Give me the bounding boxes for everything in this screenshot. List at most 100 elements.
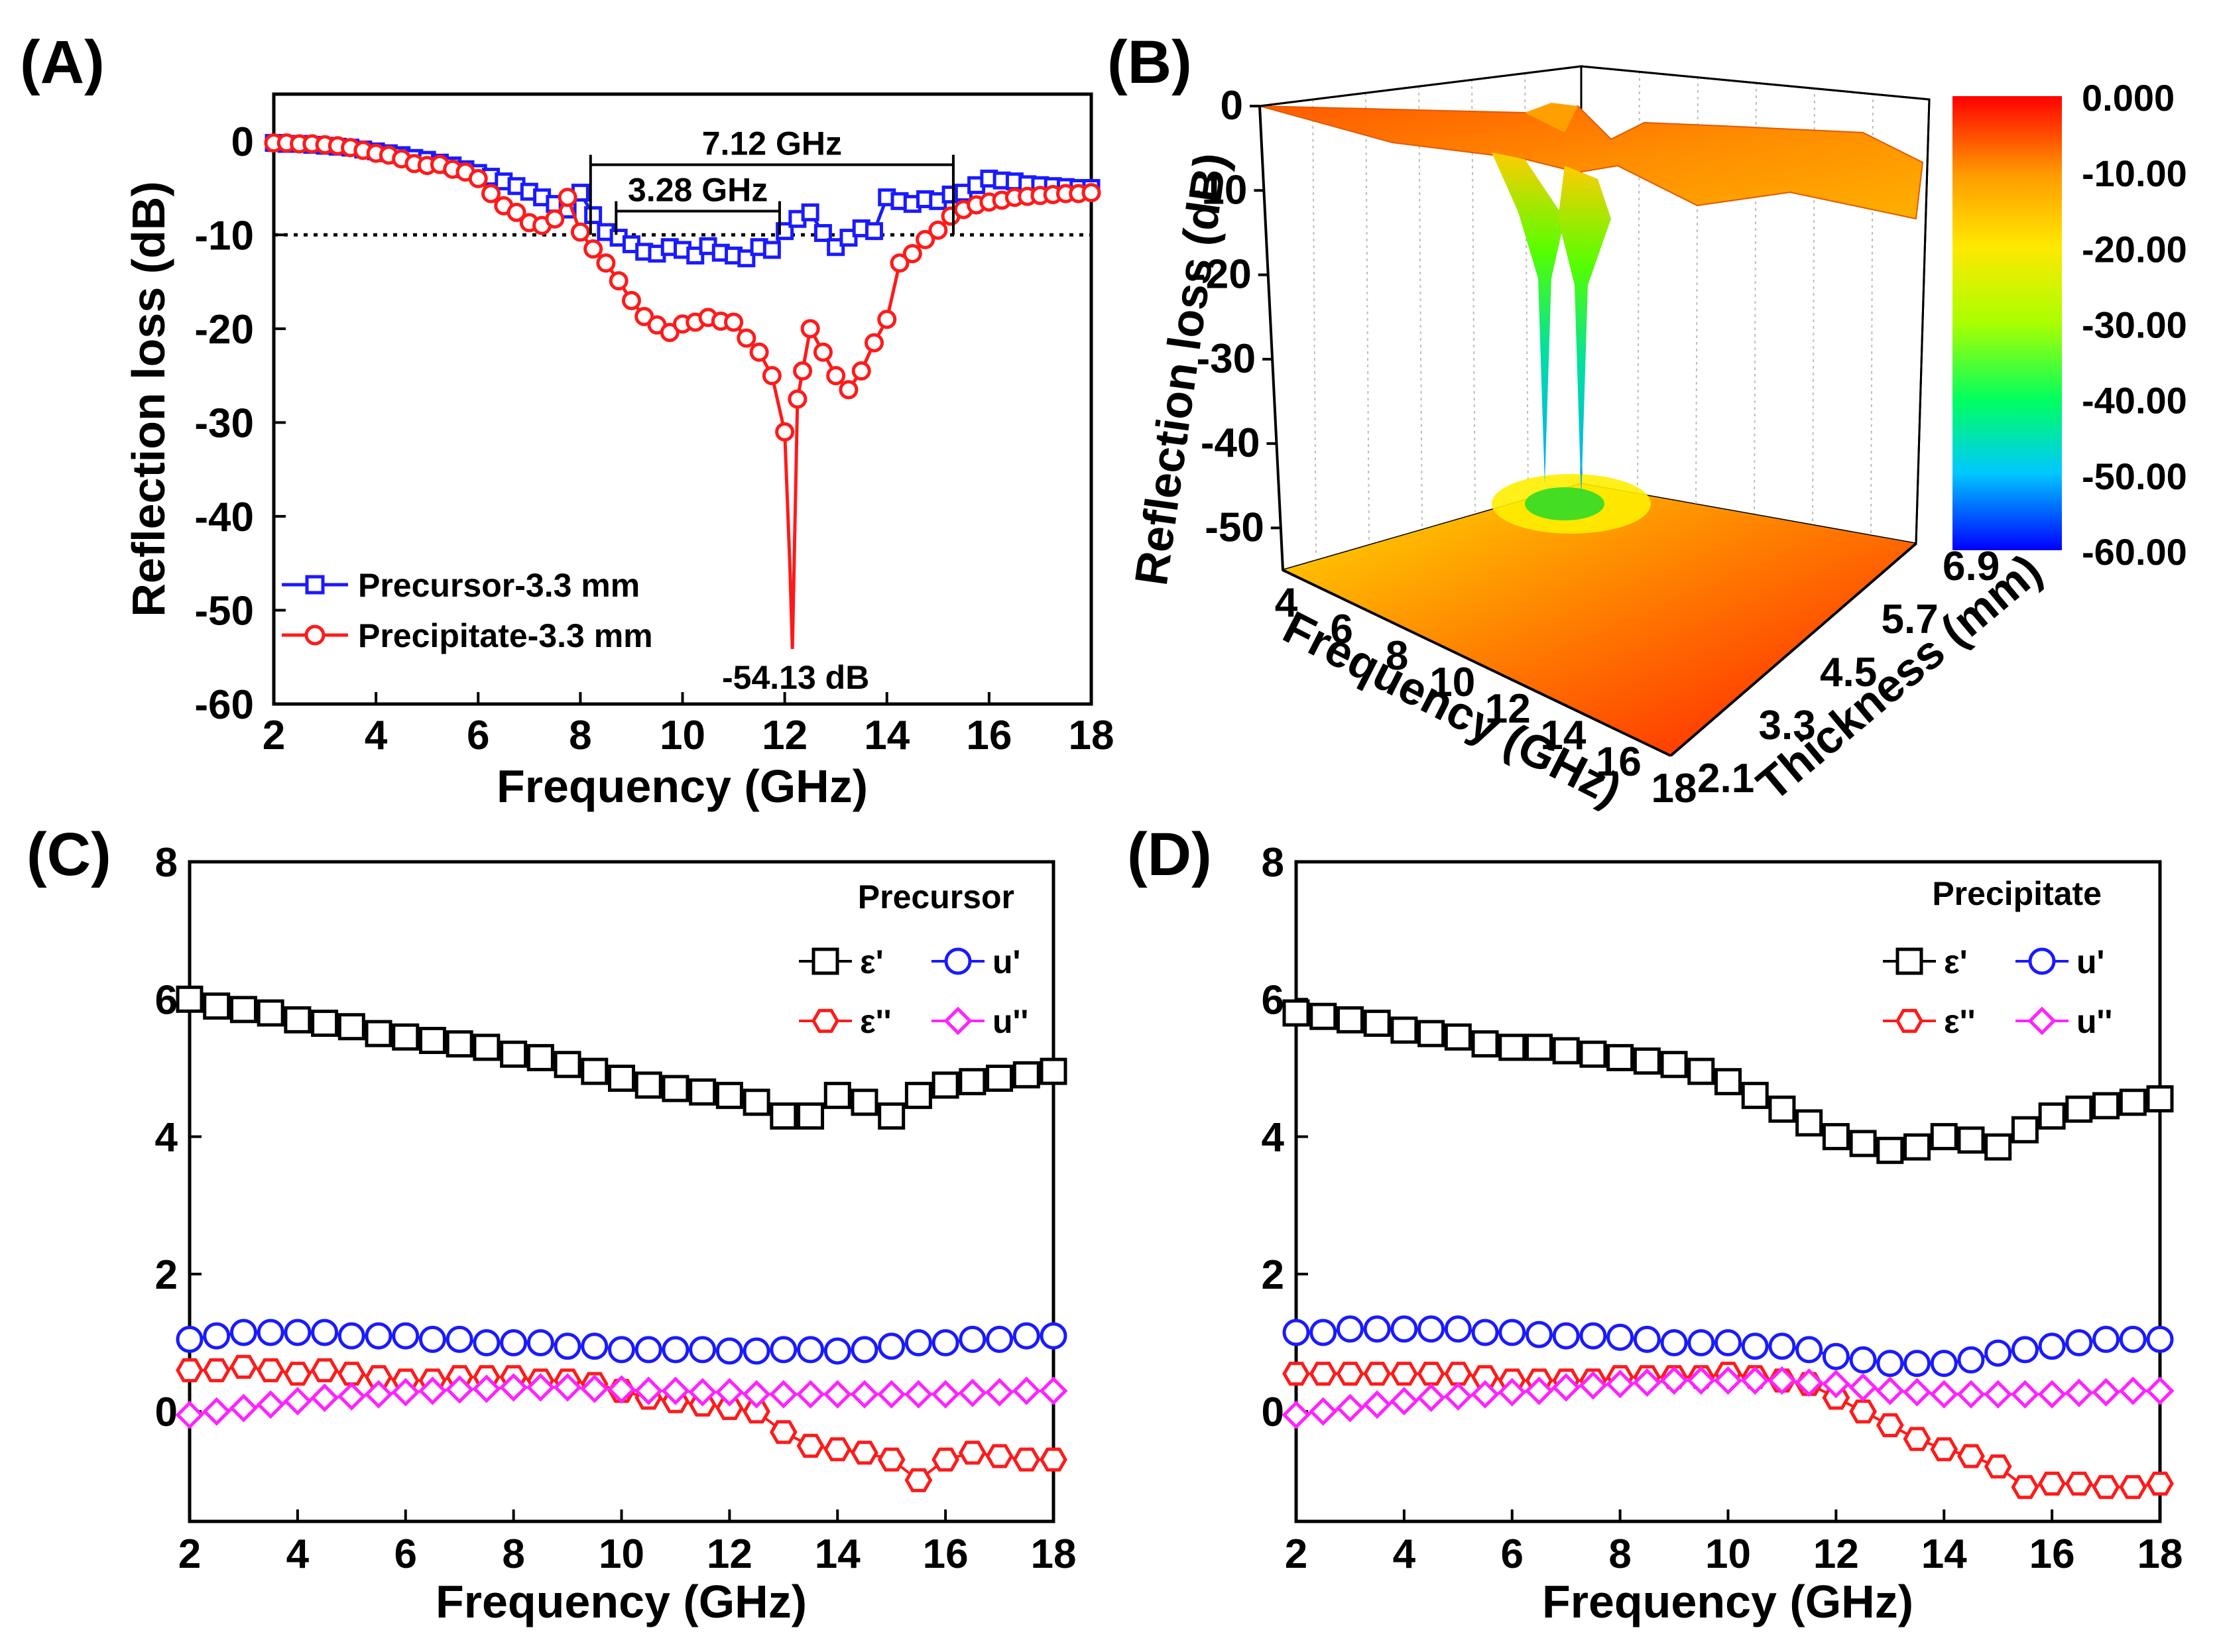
data-point (959, 1325, 987, 1353)
data-point (1957, 1346, 1985, 1374)
data-point (2118, 1376, 2147, 1405)
data-point (1417, 1383, 1446, 1412)
data-point (2092, 1378, 2121, 1407)
data-point (2038, 1471, 2066, 1496)
x-tick-label: 2 (178, 1531, 201, 1577)
data-point (202, 1358, 231, 1383)
data-point (1309, 1002, 1337, 1030)
data-point (660, 323, 680, 343)
data-point (827, 238, 845, 257)
data-point (553, 1373, 582, 1402)
data-point (2119, 1325, 2147, 1353)
data-point (662, 1336, 690, 1364)
data-point (770, 1102, 798, 1130)
data-point (1012, 1447, 1041, 1472)
data-point (2146, 1471, 2174, 1496)
minimum-spike-1 (1492, 152, 1565, 484)
data-point (634, 1376, 663, 1405)
data-point (1444, 1315, 1472, 1343)
data-point (257, 1319, 284, 1346)
panel-d-title: Precipitate (1932, 875, 2102, 912)
data-point (1524, 1376, 1554, 1405)
data-point (823, 1380, 852, 1409)
panel-c-chart: 2 4 6 8 10 12 14 16 18 0 2 4 6 8 Frequency (GHz) Prec… (155, 840, 1077, 1627)
data-point (583, 239, 603, 259)
data-point (2065, 1378, 2094, 1407)
x-tick-label: 6 (467, 713, 489, 758)
data-point (1282, 1362, 1310, 1386)
data-point (1579, 1371, 1608, 1400)
minimum-spike-2 (1558, 166, 1611, 497)
panel-c-legend: ε' u' ε'' u'' (799, 943, 1028, 1040)
data-point (823, 1337, 851, 1365)
series-circle (176, 1319, 1067, 1365)
data-point (864, 333, 884, 353)
data-point (311, 1010, 339, 1037)
data-point (596, 253, 616, 273)
data-point (1335, 1393, 1364, 1423)
data-point (2011, 1475, 2039, 1500)
data-point (473, 1033, 501, 1061)
panel-label-d: (D) (1127, 821, 1212, 888)
data-point (839, 229, 858, 247)
data-point (609, 271, 629, 291)
data-point (473, 1329, 501, 1357)
data-point (1984, 1133, 2012, 1161)
data-point (724, 312, 744, 332)
y-tick-label: -10 (194, 213, 254, 259)
data-point (581, 1332, 609, 1360)
legend-label: ε' (860, 943, 884, 980)
y-axis-line (1669, 542, 1917, 757)
data-point (793, 361, 813, 381)
data-point (392, 1322, 420, 1350)
data-point (446, 1325, 473, 1353)
data-point (2119, 1089, 2147, 1116)
panel-d-xlabel: Frequency (GHz) (1542, 1576, 1913, 1627)
data-point (418, 1376, 448, 1405)
data-point (661, 1376, 690, 1405)
data-point (715, 1337, 743, 1365)
x-tick-label: 6 (1330, 607, 1352, 652)
y-tick-label: 3.3 (1759, 703, 1816, 748)
data-point (1741, 1332, 1769, 1360)
x-tick-label: 8 (569, 713, 591, 758)
panel-a-legend: Precursor-3.3 mm Precipitate-3.3 mm (282, 567, 653, 654)
data-point (1282, 1400, 1311, 1429)
data-point (662, 1075, 690, 1102)
data-point (284, 1319, 312, 1346)
data-point (1443, 1382, 1472, 1411)
legend-label-precursor: Precursor-3.3 mm (358, 567, 640, 604)
data-point (904, 1081, 932, 1109)
surface-floor (1283, 484, 1916, 756)
data-point (1417, 1362, 1445, 1386)
data-point (877, 1447, 906, 1472)
data-point (1309, 1362, 1337, 1386)
data-point (797, 1102, 825, 1130)
data-point (826, 366, 846, 386)
x-tick-label: 4 (286, 1531, 310, 1577)
data-point (1363, 1362, 1392, 1386)
x-tick-label: 16 (923, 1531, 969, 1577)
x-tick-label: 8 (1386, 633, 1408, 679)
data-point (878, 1332, 906, 1360)
data-point (392, 1023, 420, 1051)
z-tick-label: -10 (1188, 167, 1248, 213)
data-point (1012, 1061, 1040, 1089)
x-tick-label: 18 (1651, 766, 1697, 811)
data-point (743, 1089, 770, 1116)
data-point (1309, 1319, 1337, 1346)
series-square (176, 985, 1067, 1130)
data-point (686, 246, 705, 265)
data-point (1417, 1020, 1445, 1047)
y-tick-label: 0 (231, 119, 254, 165)
data-point (1687, 1329, 1715, 1357)
data-point (985, 1444, 1014, 1468)
data-point (1309, 1397, 1338, 1426)
data-point (1768, 1095, 1796, 1123)
data-point (1741, 1081, 1769, 1109)
legend-label: u'' (2076, 1003, 2112, 1040)
data-point (890, 253, 910, 273)
data-point (337, 1013, 365, 1041)
data-point (256, 1390, 285, 1419)
data-point (788, 389, 808, 409)
